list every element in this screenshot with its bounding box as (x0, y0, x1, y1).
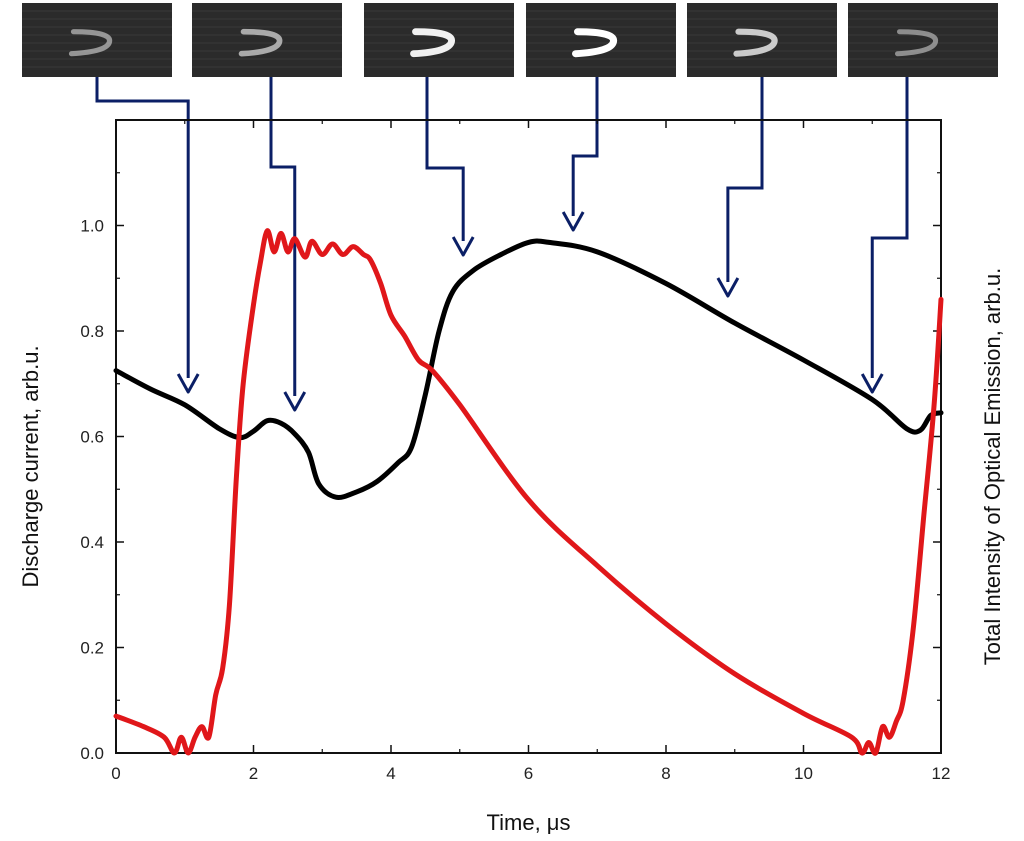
callout-arrowhead-6 (860, 373, 884, 394)
discharge-glow-shape (238, 28, 283, 57)
camera-frame-background (526, 3, 676, 77)
y-tick-label: 0.0 (80, 744, 104, 763)
discharge-glow-shape (572, 28, 617, 58)
camera-frame-1 (22, 3, 172, 77)
callout-line-1 (95, 77, 190, 378)
camera-frame-3 (364, 3, 514, 77)
x-tick-label: 8 (661, 764, 670, 783)
y-tick-label: 1.0 (80, 217, 104, 236)
discharge-glow-shape (68, 29, 113, 57)
discharge-glow-shape (733, 28, 778, 57)
x-tick-label: 0 (111, 764, 120, 783)
callout-arrowhead-4 (561, 211, 585, 232)
callout-arrowhead-2 (283, 391, 307, 412)
y-axis-label-left: Discharge current, arb.u. (18, 345, 43, 587)
callout-line-2 (269, 77, 297, 396)
callout-line-4 (571, 77, 599, 216)
camera-frame-background (364, 3, 514, 77)
y-tick-label: 0.6 (80, 428, 104, 447)
camera-frame-6 (848, 3, 998, 77)
callout-arrowhead-3 (451, 236, 475, 257)
camera-frame-4 (526, 3, 676, 77)
y-tick-label: 0.2 (80, 639, 104, 658)
camera-frame-background (687, 3, 837, 77)
axis-ticks: 0 2 4 6 8 10 12 0.0 0.2 0.4 0.6 0.8 1.0 (80, 120, 950, 783)
y-axis-label-right: Total Intensity of Optical Emission, arb… (980, 268, 1005, 665)
x-tick-label: 10 (794, 764, 813, 783)
callout-line-6 (870, 77, 909, 378)
discharge-glow-shape (410, 28, 455, 58)
x-tick-label: 6 (524, 764, 533, 783)
callout-arrowhead-5 (716, 277, 740, 298)
x-tick-label: 2 (249, 764, 258, 783)
x-axis-label: Time, μs (487, 810, 571, 835)
camera-frame-2 (192, 3, 342, 77)
x-tick-label: 12 (932, 764, 951, 783)
callout-line-5 (726, 77, 764, 282)
series-line-optical-emission (113, 228, 944, 756)
camera-frame-background (848, 3, 998, 77)
camera-frame-background (192, 3, 342, 77)
y-tick-label: 0.8 (80, 322, 104, 341)
callout-arrowhead-1 (176, 373, 200, 394)
series-line-discharge-current (113, 238, 944, 500)
x-tick-label: 4 (386, 764, 395, 783)
callout-arrows (95, 77, 909, 412)
discharge-glow-shape (895, 29, 939, 57)
callout-line-3 (425, 77, 465, 241)
y-tick-label: 0.4 (80, 533, 104, 552)
camera-frame-background (22, 3, 172, 77)
camera-frames (22, 3, 998, 77)
series-lines (113, 228, 944, 756)
camera-frame-5 (687, 3, 837, 77)
